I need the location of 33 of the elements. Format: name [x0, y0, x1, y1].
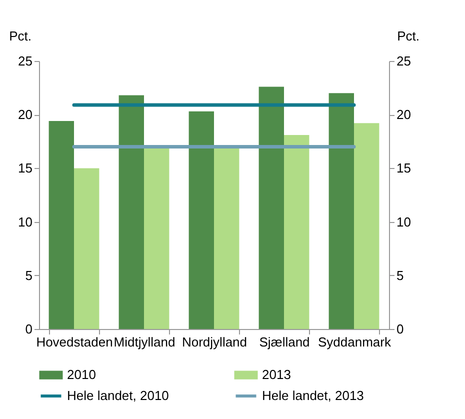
- y2-tick-label: 25: [396, 54, 411, 68]
- y-tick-label: 10: [18, 214, 32, 230]
- bar: [214, 146, 240, 329]
- x-tick-label: Sjælland: [259, 334, 310, 350]
- bar: [354, 123, 380, 329]
- y-tick-label: 15: [18, 160, 32, 176]
- bar: [74, 168, 100, 329]
- bar: [118, 95, 144, 329]
- y2-tick-label: 5: [396, 268, 404, 283]
- y-tick-label: 25: [18, 54, 32, 68]
- y2-axis-title: Pct.: [397, 28, 420, 44]
- x-tick-label: Syddanmark: [318, 334, 392, 350]
- legend-label: Hele landet, 2013: [262, 388, 364, 403]
- y2-tick-label: 10: [396, 214, 411, 230]
- x-tick-label: Midtjylland: [114, 334, 176, 350]
- y-tick-label: 20: [18, 107, 32, 122]
- legend-label: 2010: [67, 367, 96, 382]
- y2-tick-label: 0: [396, 322, 404, 336]
- bar: [284, 134, 310, 329]
- x-tick-label: Nordjylland: [182, 334, 248, 350]
- bar: [144, 146, 170, 329]
- y2-tick-label: 20: [396, 107, 411, 122]
- x-tick-label: Hovedstaden: [36, 334, 113, 350]
- y2-tick-label: 15: [396, 160, 411, 176]
- bar: [188, 111, 214, 329]
- legend-label: 2013: [262, 367, 291, 382]
- bar: [258, 86, 284, 329]
- y-tick-label: 0: [25, 322, 32, 336]
- y-tick-label: 5: [25, 268, 32, 283]
- bar: [48, 121, 74, 329]
- y-axis-title: Pct.: [9, 28, 32, 44]
- bar: [328, 93, 354, 329]
- legend-label: Hele landet, 2010: [67, 388, 169, 403]
